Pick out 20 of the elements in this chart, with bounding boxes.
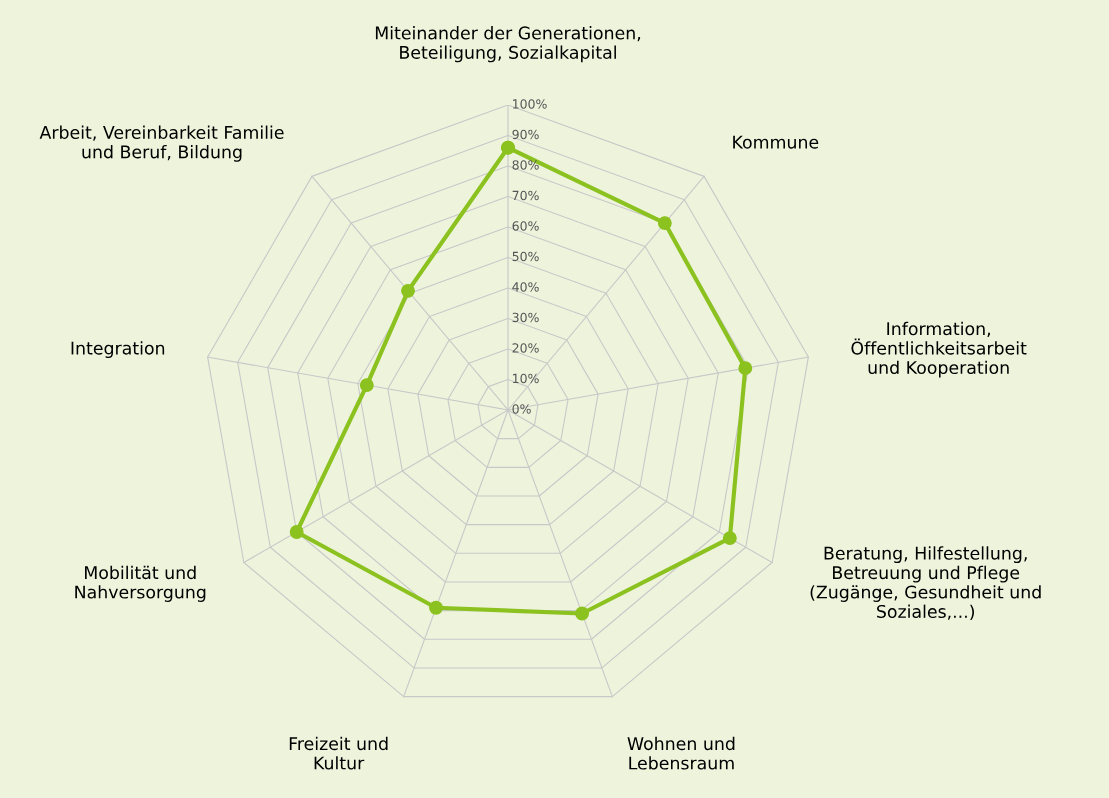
spoke-label: Beratung, Hilfestellung, Betreuung und Pflege (Zugänge, Gesundheit und Soziales,...) (810, 546, 1041, 621)
y-tick-label: 100% (513, 99, 547, 109)
spoke-label: Freizeit und Kultur (289, 736, 388, 770)
spoke-label: Arbeit, Vereinbarkeit Familie und Beruf, Bildung (39, 125, 284, 162)
y-tick-label: 80% (512, 160, 539, 170)
y-tick-label: 50% (512, 251, 539, 262)
y-tick-label: 60% (512, 221, 539, 231)
spoke-label: Integration (71, 341, 165, 359)
y-tick-label: 30% (512, 312, 539, 323)
y-tick-label: 0% (512, 404, 531, 414)
spoke-label: Wohnen und Lebensraum (627, 736, 735, 770)
spoke-label: Miteinander der Generationen, Beteiligung, Sozialkapital (375, 26, 641, 63)
y-tick-label: 20% (512, 343, 539, 353)
y-tick-label: 90% (512, 129, 539, 140)
spoke-label: Mobilität und Nahversorgung (75, 565, 206, 602)
y-tick-label: 40% (512, 282, 539, 292)
y-tick-label: 10% (513, 373, 539, 384)
spoke-label: Information, Öffentlichkeitsarbeit und Kooperation (851, 321, 1027, 378)
y-tick-label: 70% (512, 190, 539, 201)
spoke-label: Kommune (733, 135, 819, 149)
